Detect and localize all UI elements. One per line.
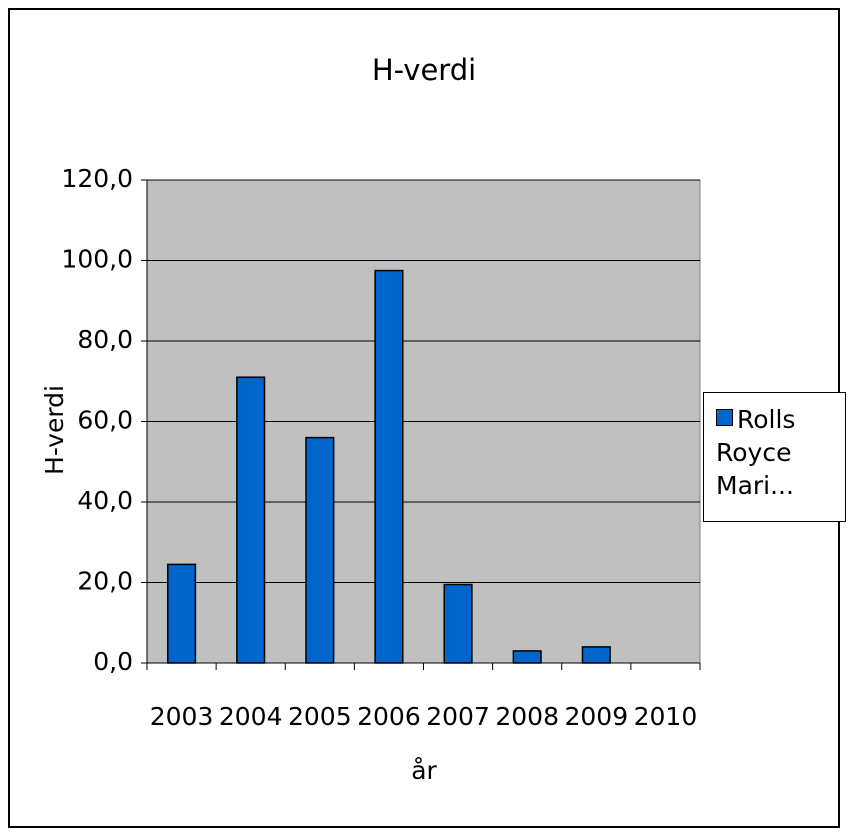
y-tick-label: 120,0 [61, 164, 133, 193]
x-tick-label: 2010 [634, 702, 698, 731]
x-tick-label: 2008 [495, 702, 559, 731]
bar [305, 436, 335, 664]
y-tick-label: 100,0 [61, 245, 133, 274]
y-tick-label: 80,0 [77, 325, 133, 354]
legend: Rolls Royce Mari... [703, 392, 846, 522]
bar [443, 583, 473, 664]
x-tick-label: 2007 [426, 702, 490, 731]
x-tick-label: 2003 [150, 702, 214, 731]
y-tick-label: 40,0 [77, 486, 133, 515]
bar [374, 269, 404, 664]
x-tick-label: 2006 [357, 702, 421, 731]
bar [512, 650, 542, 664]
y-tick-label: 60,0 [77, 406, 133, 435]
bar [581, 646, 611, 664]
x-axis-label: år [411, 756, 437, 785]
x-tick-label: 2004 [219, 702, 283, 731]
x-tick-label: 2009 [565, 702, 629, 731]
y-axis-label: H-verdi [40, 385, 69, 475]
chart-title: H-verdi [372, 53, 476, 87]
y-tick-label: 0,0 [93, 647, 133, 676]
legend-entry: Rolls Royce Mari... [716, 403, 831, 502]
y-tick-label: 20,0 [77, 567, 133, 596]
bar [166, 563, 197, 664]
legend-swatch [716, 409, 733, 426]
x-tick-label: 2005 [288, 702, 352, 731]
legend-label: Rolls Royce Mari... [716, 405, 796, 500]
bar [236, 376, 266, 664]
